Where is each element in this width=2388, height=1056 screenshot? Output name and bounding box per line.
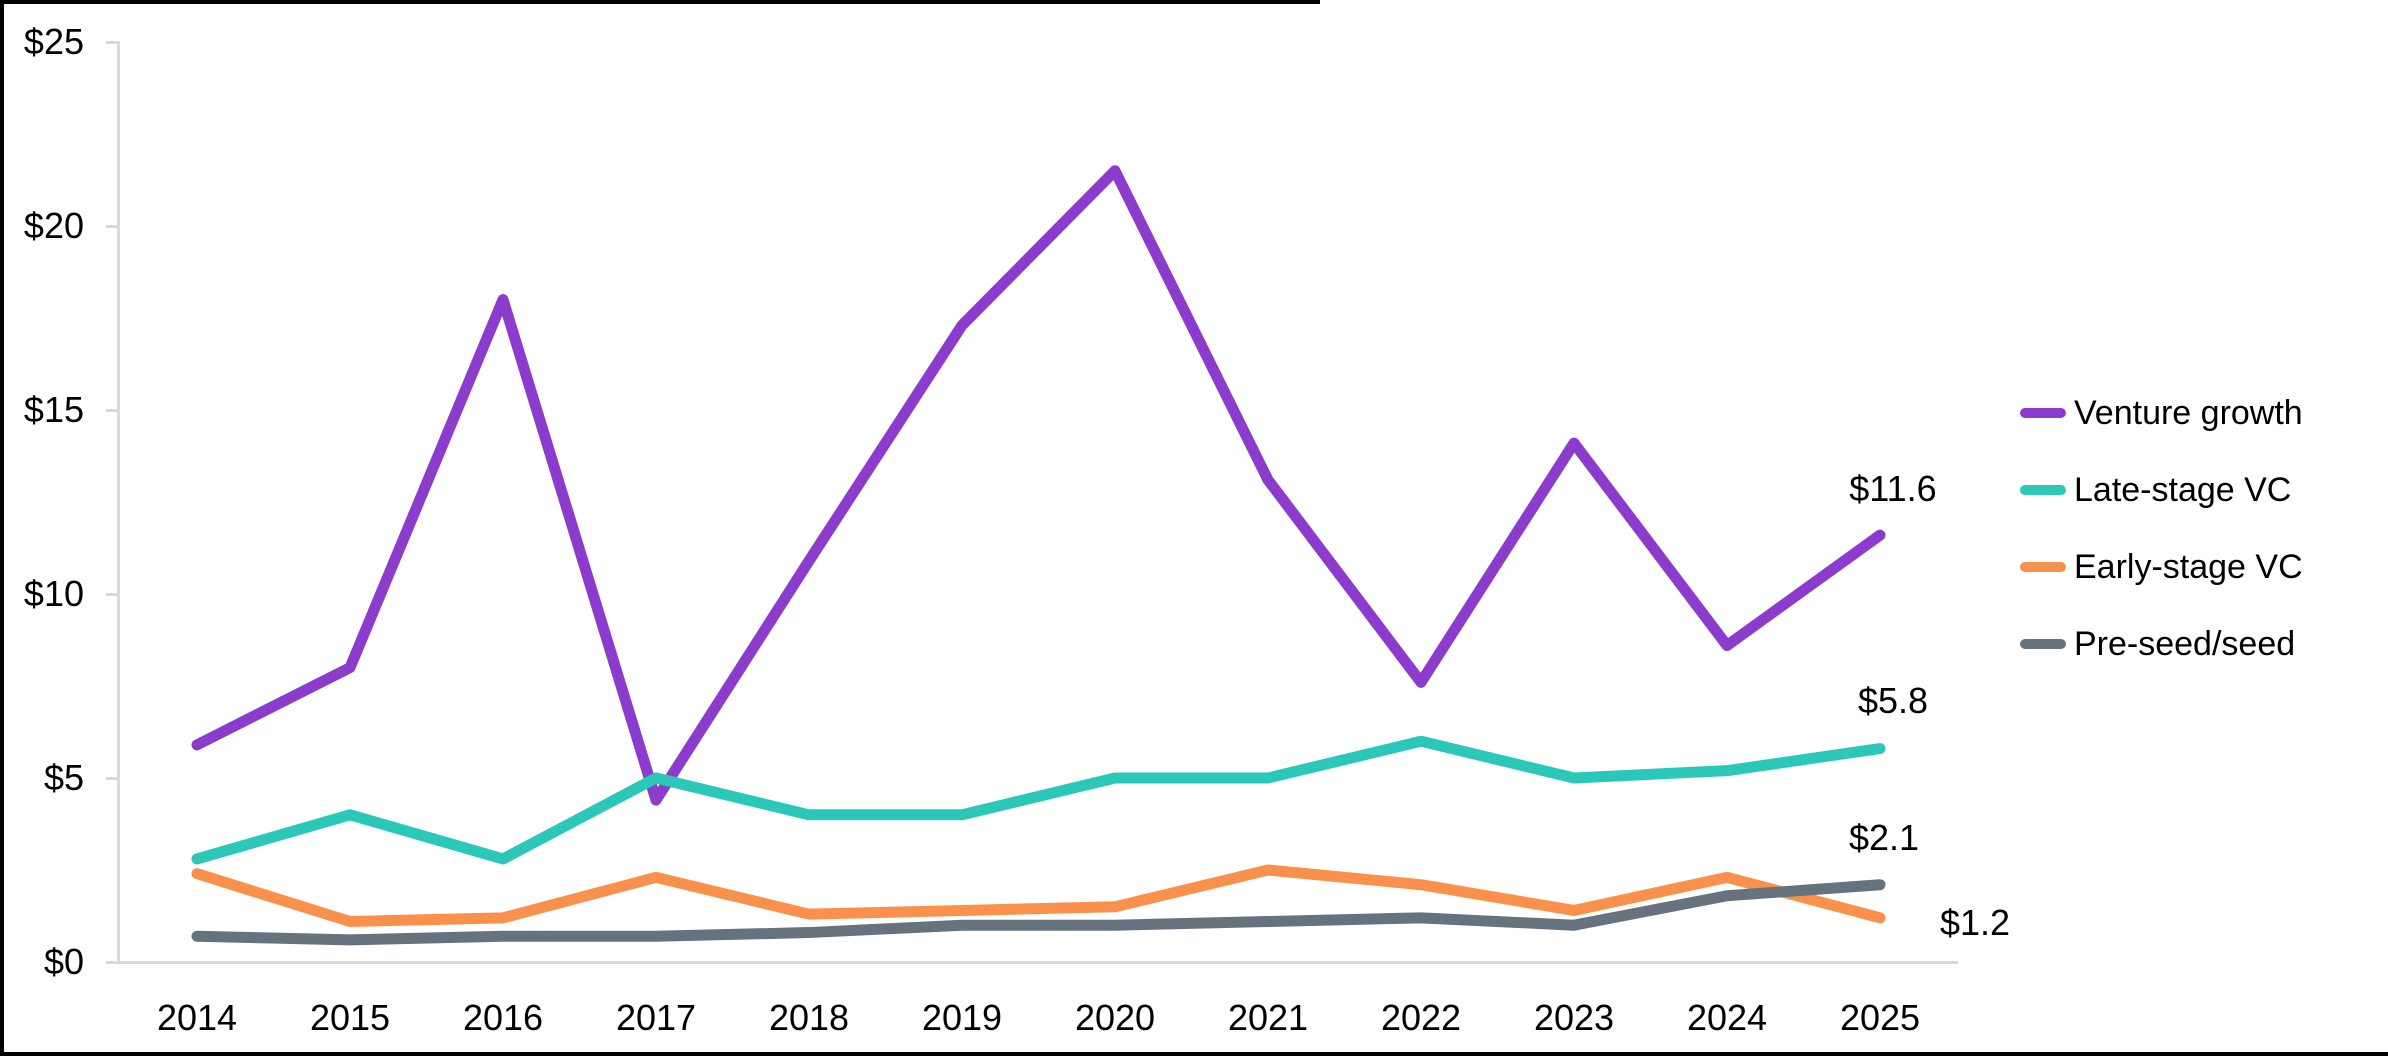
x-axis-label: 2021	[1227, 997, 1309, 1038]
x-axis-label: 2015	[309, 997, 391, 1038]
x-axis-label: 2014	[156, 997, 238, 1038]
window-border-top	[0, 0, 1320, 4]
legend-swatch-icon	[2020, 485, 2066, 495]
series-line-pre-seed-seed	[191, 879, 1886, 946]
end-value-label-late-stage-vc: $5.8	[1857, 679, 1929, 721]
x-axis-label: 2018	[768, 997, 850, 1038]
series-line-early-stage-vc	[191, 864, 1886, 928]
y-axis-label: $25	[23, 21, 84, 62]
y-axis-label: $5	[43, 757, 84, 798]
window-border-bottom	[0, 1052, 2388, 1056]
y-axis-label: $10	[23, 573, 84, 614]
y-axis-label: $15	[23, 389, 84, 430]
x-axis-label: 2025	[1839, 997, 1921, 1038]
legend-item-pre-seed-seed: Pre-seed/seed	[2020, 624, 2303, 664]
end-value-label-venture-growth: $11.6	[1849, 468, 1937, 510]
legend-item-early-stage-vc: Early-stage VC	[2020, 547, 2303, 587]
legend-label: Late-stage VC	[2074, 471, 2292, 509]
x-axis-label: 2023	[1533, 997, 1615, 1038]
legend-label: Venture growth	[2074, 394, 2303, 432]
legend-swatch-icon	[2020, 562, 2066, 572]
legend-swatch-icon	[2020, 408, 2066, 418]
legend-swatch-icon	[2020, 639, 2066, 649]
x-axis-label: 2024	[1686, 997, 1768, 1038]
end-value-label-pre-seed-seed: $2.1	[1848, 816, 1920, 858]
x-axis-label: 2020	[1074, 997, 1156, 1038]
x-axis-label: 2022	[1380, 997, 1462, 1038]
y-axis-label: $0	[43, 941, 84, 982]
series-line-late-stage-vc	[191, 735, 1886, 865]
legend-item-late-stage-vc: Late-stage VC	[2020, 470, 2303, 510]
end-value-label-early-stage-vc: $1.2	[1939, 901, 2011, 943]
x-axis-label: 2019	[921, 997, 1003, 1038]
legend-label: Pre-seed/seed	[2074, 625, 2296, 663]
x-axis-label: 2016	[462, 997, 544, 1038]
series-line-venture-growth	[191, 165, 1886, 806]
x-axis-label: 2017	[615, 997, 697, 1038]
y-axis-label: $20	[23, 205, 84, 246]
chart-legend: Venture growth Late-stage VC Early-stage V…	[2020, 393, 2303, 664]
window-border-left	[0, 0, 4, 1056]
legend-label: Early-stage VC	[2074, 548, 2303, 586]
legend-item-venture-growth: Venture growth	[2020, 393, 2303, 433]
